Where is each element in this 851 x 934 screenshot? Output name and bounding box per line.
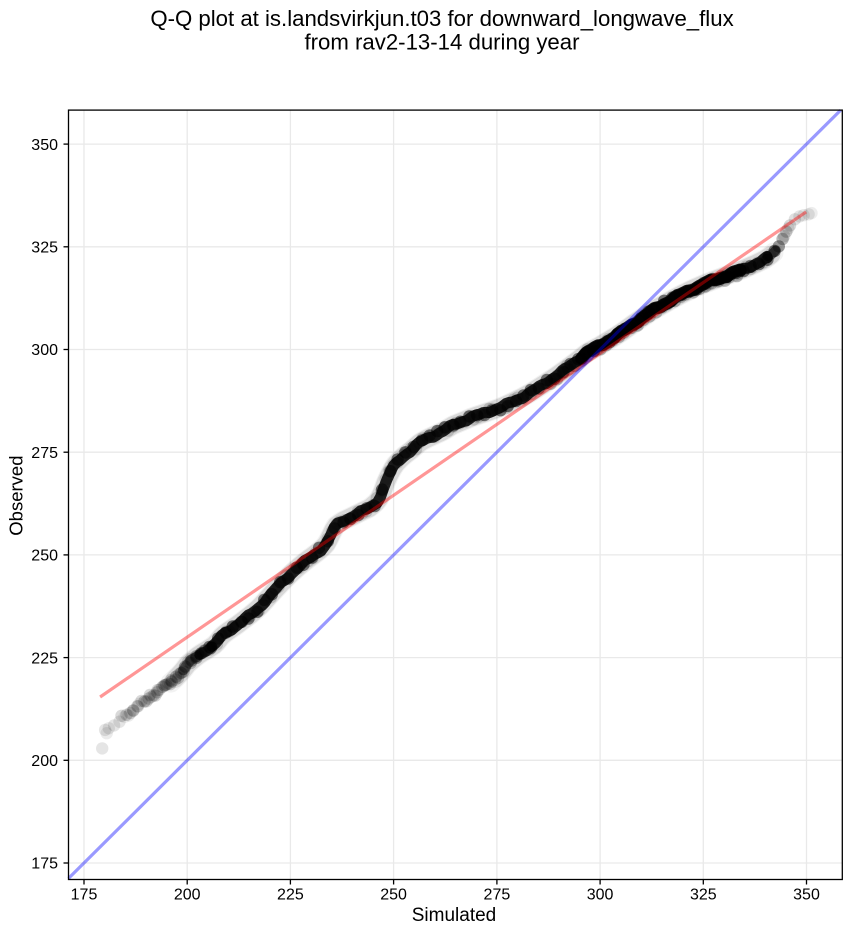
svg-text:Simulated: Simulated bbox=[412, 905, 497, 926]
svg-text:325: 325 bbox=[690, 887, 717, 904]
svg-text:225: 225 bbox=[277, 887, 304, 904]
svg-text:Observed: Observed bbox=[6, 455, 27, 535]
svg-text:175: 175 bbox=[31, 856, 58, 873]
svg-text:175: 175 bbox=[71, 887, 98, 904]
svg-text:200: 200 bbox=[174, 887, 201, 904]
svg-text:Q-Q plot at is.landsvirkjun.t0: Q-Q plot at is.landsvirkjun.t03 for down… bbox=[150, 6, 733, 31]
svg-text:250: 250 bbox=[380, 887, 407, 904]
svg-text:350: 350 bbox=[793, 887, 820, 904]
svg-text:200: 200 bbox=[31, 753, 58, 770]
svg-text:275: 275 bbox=[31, 445, 58, 462]
svg-text:325: 325 bbox=[31, 240, 58, 257]
svg-text:225: 225 bbox=[31, 650, 58, 667]
svg-text:300: 300 bbox=[587, 887, 614, 904]
svg-text:275: 275 bbox=[484, 887, 511, 904]
svg-text:350: 350 bbox=[31, 137, 58, 154]
svg-text:from rav2-13-14 during year: from rav2-13-14 during year bbox=[304, 30, 580, 55]
svg-text:300: 300 bbox=[31, 342, 58, 359]
svg-text:250: 250 bbox=[31, 548, 58, 565]
